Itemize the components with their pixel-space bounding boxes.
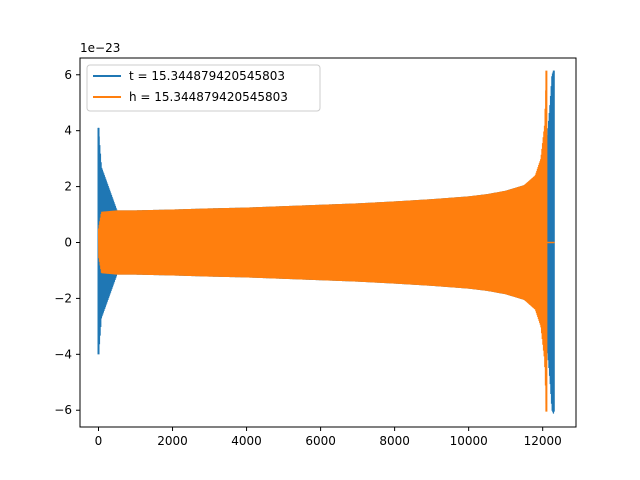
- y-tick-label: 2: [64, 180, 72, 194]
- legend-box: [86, 64, 321, 112]
- x-tick-label: 12000: [524, 434, 562, 448]
- x-tick-label: 6000: [305, 434, 336, 448]
- y-tick-label: −6: [54, 403, 72, 417]
- series-line-2: [97, 71, 547, 404]
- x-tick-label: 0: [95, 434, 103, 448]
- y-tick-label: −2: [54, 291, 72, 305]
- y-tick-label: 4: [64, 124, 72, 138]
- y-tick-label: −4: [54, 347, 72, 361]
- y-tick-label: 6: [64, 68, 72, 82]
- x-tick-label: 8000: [379, 434, 410, 448]
- x-axis: 0 2000 4000 6000 8000 10000 12000: [95, 427, 562, 448]
- legend: t = 15.344879420545803 h = 15.34487942054…: [86, 64, 321, 112]
- legend-label-2: h = 15.344879420545803: [129, 90, 288, 104]
- x-tick-label: 2000: [157, 434, 188, 448]
- y-tick-label: 0: [64, 236, 72, 250]
- y-offset-text: 1e−23: [80, 41, 120, 55]
- x-tick-label: 10000: [450, 434, 488, 448]
- legend-label-1: t = 15.344879420545803: [129, 69, 285, 83]
- plot-area: [97, 70, 555, 414]
- y-axis: −6 −4 −2 0 2 4 6: [54, 68, 80, 417]
- x-tick-label: 4000: [231, 434, 262, 448]
